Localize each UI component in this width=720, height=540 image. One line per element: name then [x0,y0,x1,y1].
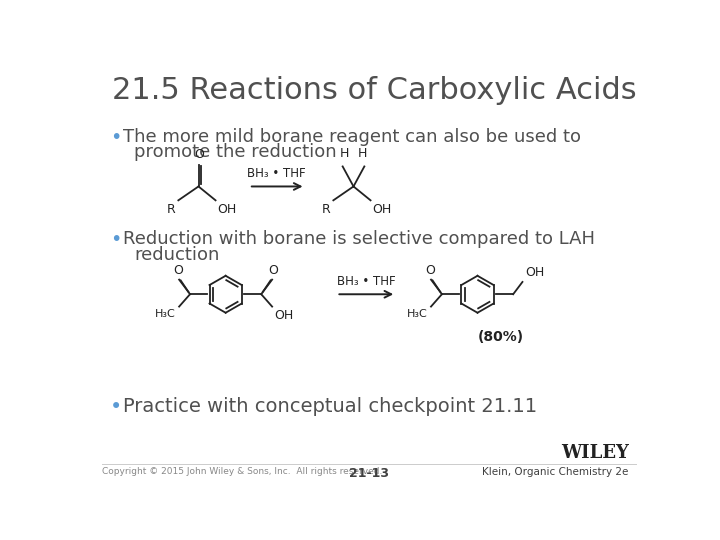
Text: R: R [322,204,330,217]
Text: H₃C: H₃C [156,309,176,319]
Text: OH: OH [274,309,294,322]
Text: H: H [340,146,349,159]
Text: Copyright © 2015 John Wiley & Sons, Inc.  All rights reserved.: Copyright © 2015 John Wiley & Sons, Inc.… [102,467,382,476]
Text: The more mild borane reagent can also be used to: The more mild borane reagent can also be… [122,128,580,146]
Text: WILEY: WILEY [561,444,629,462]
Text: (80%): (80%) [477,330,524,345]
Text: BH₃ • THF: BH₃ • THF [336,275,395,288]
Text: promote the reduction: promote the reduction [134,143,337,161]
Text: OH: OH [525,266,544,279]
Text: 21-13: 21-13 [349,467,389,480]
Text: R: R [166,204,175,217]
Text: O: O [268,264,278,276]
Text: reduction: reduction [134,246,220,264]
Text: Reduction with borane is selective compared to LAH: Reduction with borane is selective compa… [122,231,595,248]
Text: •: • [110,231,122,249]
Text: H₃C: H₃C [407,309,428,319]
Text: 21.5 Reactions of Carboxylic Acids: 21.5 Reactions of Carboxylic Acids [112,76,636,105]
Text: OH: OH [217,204,236,217]
Text: Klein, Organic Chemistry 2e: Klein, Organic Chemistry 2e [482,467,629,477]
Text: OH: OH [372,204,392,217]
Text: H: H [358,146,367,159]
Text: Practice with conceptual checkpoint 21.11: Practice with conceptual checkpoint 21.1… [122,397,536,416]
Text: •: • [110,397,122,417]
Text: •: • [110,128,122,147]
Text: O: O [174,264,184,276]
Text: BH₃ • THF: BH₃ • THF [248,167,306,180]
Text: O: O [426,264,435,276]
Text: O: O [194,148,204,161]
